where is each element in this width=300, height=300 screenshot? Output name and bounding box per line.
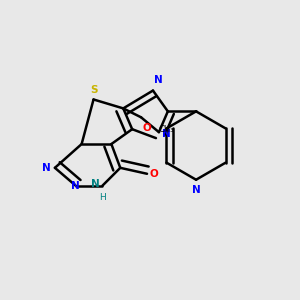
Text: N: N	[192, 185, 200, 195]
Text: N: N	[162, 129, 171, 139]
Text: N: N	[154, 75, 163, 85]
Text: N: N	[42, 163, 50, 173]
Text: N: N	[91, 179, 100, 189]
Text: H: H	[99, 193, 106, 202]
Text: CH₃: CH₃	[159, 125, 174, 134]
Text: O: O	[150, 169, 159, 179]
Text: O: O	[142, 123, 151, 133]
Text: S: S	[90, 85, 97, 95]
Text: N: N	[71, 181, 80, 191]
